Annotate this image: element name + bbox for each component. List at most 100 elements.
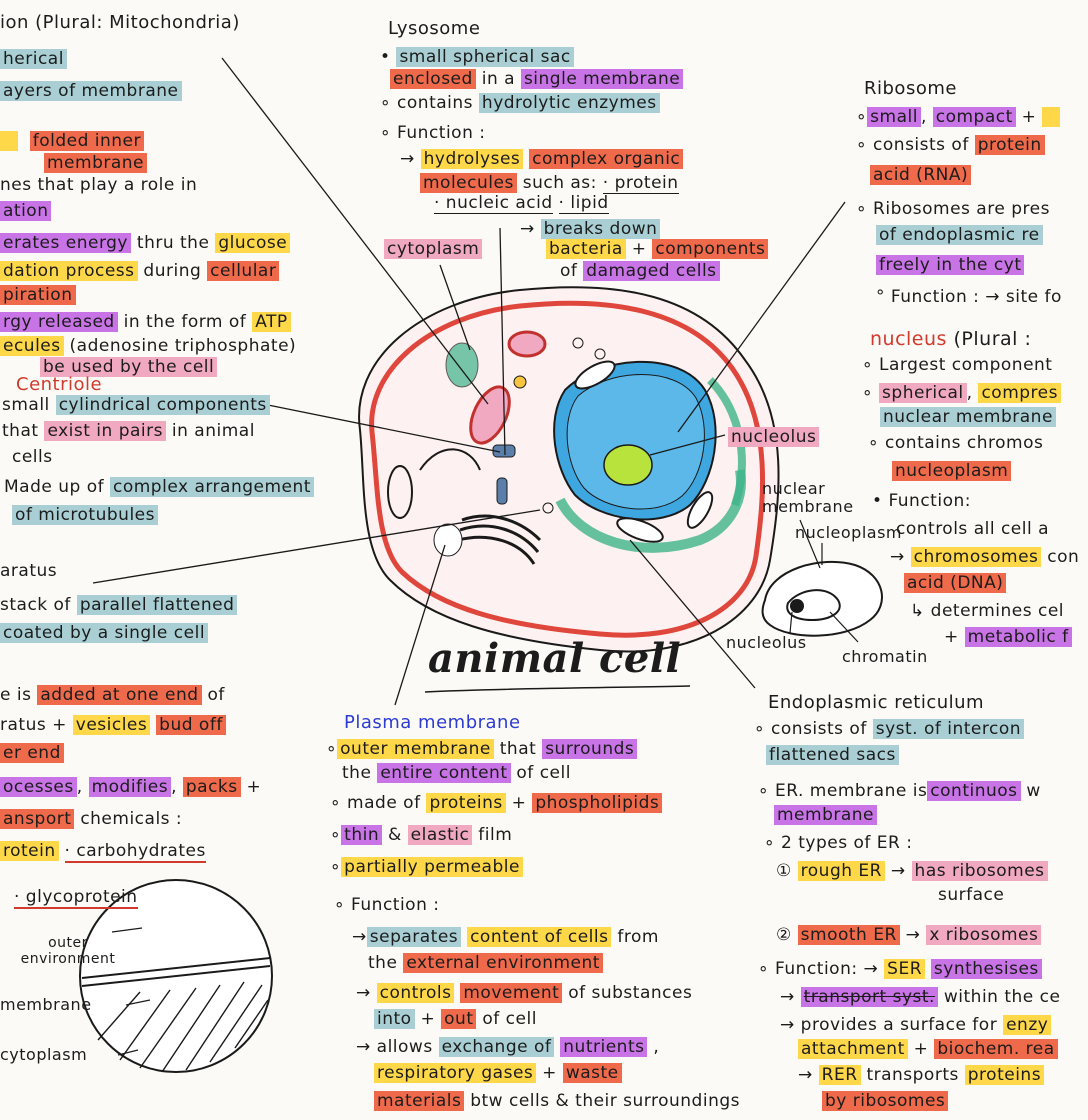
mito-line-9b: in the form of xyxy=(124,312,247,332)
golgi-line-1b: parallel flattened xyxy=(77,595,238,615)
mito-line-9a: rgy released xyxy=(0,312,118,332)
golgi-line-1a: stack of xyxy=(0,595,71,615)
lysosome-line-10b: damaged cells xyxy=(583,261,719,281)
lysosome-line-6a: molecules xyxy=(420,173,517,193)
mito-line-4: nes that play a role in xyxy=(0,175,197,195)
er-line-9b: SER xyxy=(884,959,925,979)
nucleus-line-8b: con xyxy=(1047,547,1079,567)
plasma-line-7a: separates xyxy=(367,927,461,947)
er-line-13c: proteins xyxy=(965,1065,1044,1085)
golgi-line-3b: added at one end xyxy=(37,685,201,705)
nucleus-line-5: nucleoplasm xyxy=(892,461,1011,481)
centriole-line-5: of microtubules xyxy=(12,505,158,525)
lysosome-line-6b: such as: xyxy=(523,173,597,193)
er-line-1a: consists of xyxy=(771,719,867,739)
golgi-line-3c: of xyxy=(207,685,224,705)
mito-line-10b: (adenosine triphosphate) xyxy=(70,336,297,356)
er-heading: Endoplasmic reticulum xyxy=(768,692,984,714)
centriole-heading: Centriole xyxy=(16,374,102,396)
lysosome-line-2b: in a xyxy=(482,69,515,89)
mito-line-8: piration xyxy=(0,285,76,305)
mito-line-5: ation xyxy=(0,201,51,221)
plasma-line-3c: phospholipids xyxy=(532,793,662,813)
plasma-line-11b: exchange of xyxy=(439,1037,555,1057)
golgi-line-8b: · carbohydrates xyxy=(65,841,206,863)
lysosome-line-1: small spherical sac xyxy=(396,47,573,67)
centriole-line-4b: complex arrangement xyxy=(110,477,314,497)
mito-line-10a: ecules xyxy=(0,336,64,356)
lysosome-line-6c: · protein xyxy=(603,173,679,194)
plasma-line-10b: out xyxy=(441,1009,476,1029)
er-line-12a: attachment xyxy=(798,1039,908,1059)
er-line-10a: transport syst. xyxy=(801,987,938,1007)
centriole-line-2b: exist in pairs xyxy=(44,421,166,441)
nucleus-heading: nucleus xyxy=(870,328,947,350)
plasma-line-10a: into xyxy=(374,1009,415,1029)
plasma-line-1a: outer membrane xyxy=(337,739,494,759)
golgi-line-3a: e is xyxy=(0,685,31,705)
plasma-line-1b: that xyxy=(500,739,537,759)
lysosome-line-3b: hydrolytic enzymes xyxy=(479,93,660,113)
golgi-line-4a: ratus + xyxy=(0,715,67,735)
plasma-line-12a: respiratory gases xyxy=(374,1063,536,1083)
er-line-7: surface xyxy=(938,884,1004,906)
centriole-line-3: cells xyxy=(12,446,53,468)
plasma-line-2a: the xyxy=(342,763,371,783)
ribosome-line-6: freely in the cyt xyxy=(876,255,1024,275)
er-line-10b: within the ce xyxy=(944,987,1061,1007)
er-line-3a: ER. membrane is xyxy=(775,781,927,801)
er-line-11b: enzy xyxy=(1003,1015,1051,1035)
lysosome-line-2c: single membrane xyxy=(521,69,683,89)
plasma-line-3a: made of xyxy=(347,793,421,813)
mito-line-7a: dation process xyxy=(0,261,138,281)
plasma-line-13a: materials xyxy=(374,1091,464,1111)
er-line-3c: w xyxy=(1026,781,1040,801)
golgi-line-7a: ansport xyxy=(0,809,74,829)
plasma-line-13b: btw cells & their surroundings xyxy=(470,1091,740,1111)
golgi-line-5: er end xyxy=(0,743,64,763)
nucleus-line-7: controls all cell a xyxy=(896,519,1049,539)
nucleus-line-8a: chromosomes xyxy=(911,547,1042,567)
plasma-line-2b: entire content xyxy=(377,763,510,783)
nucleus-line-6: Function: xyxy=(888,491,971,511)
plasma-line-3b: proteins xyxy=(426,793,505,813)
golgi-heading: aratus xyxy=(0,560,57,582)
lysosome-line-4: Function : xyxy=(397,123,485,143)
mito-swatch xyxy=(0,131,18,151)
er-line-13b: transports xyxy=(866,1065,958,1085)
nucleus-line-4: contains chromos xyxy=(885,433,1043,453)
lysosome-heading: Lysosome xyxy=(388,18,480,40)
label-nuclear-1: nuclear xyxy=(762,480,825,498)
nucleus-line-10: determines cel xyxy=(931,601,1064,621)
golgi-line-6a: ocesses xyxy=(0,777,77,797)
centriole-line-4a: Made up of xyxy=(4,477,104,497)
er-line-8a: smooth ER xyxy=(798,925,900,945)
lysosome-line-7a: · nucleic acid xyxy=(434,193,553,214)
label-cytoplasm: cytoplasm xyxy=(384,239,482,259)
plasma-line-4c: film xyxy=(478,825,512,845)
mito-line-3b: membrane xyxy=(44,153,147,173)
golgi-line-9: · glycoprotein xyxy=(14,887,138,909)
label-nucleolus-2: nucleolus xyxy=(726,632,807,654)
nucleus-heading-b: (Plural : xyxy=(954,328,1032,350)
golgi-line-2: coated by a single cell xyxy=(0,623,208,643)
centriole-line-2c: in animal xyxy=(172,421,255,441)
ribosome-line-5: of endoplasmic re xyxy=(876,225,1043,245)
label-chromatin: chromatin xyxy=(842,646,928,668)
lysosome-line-5b: complex organic xyxy=(529,149,683,169)
mito-line-1: herical xyxy=(0,49,67,69)
er-line-6b: has ribosomes xyxy=(912,861,1048,881)
label-nucleolus: nucleolus xyxy=(728,427,819,447)
plasma-line-5: partially permeable xyxy=(341,857,523,877)
lysosome-line-9a: bacteria xyxy=(546,239,626,259)
ribosome-line-4: Ribosomes are pres xyxy=(873,199,1050,219)
plasma-line-12b: waste xyxy=(563,1063,622,1083)
page-title: animal cell xyxy=(428,648,681,670)
nucleus-line-2a: spherical xyxy=(879,383,967,403)
er-line-12b: biochem. rea xyxy=(934,1039,1057,1059)
er-line-9a: Function: xyxy=(775,959,858,979)
ribosome-line-3: acid (RNA) xyxy=(870,165,971,185)
lysosome-line-8: breaks down xyxy=(541,219,661,239)
golgi-line-4c: bud off xyxy=(156,715,226,735)
diagram-membrane-label: membrane xyxy=(0,994,92,1016)
